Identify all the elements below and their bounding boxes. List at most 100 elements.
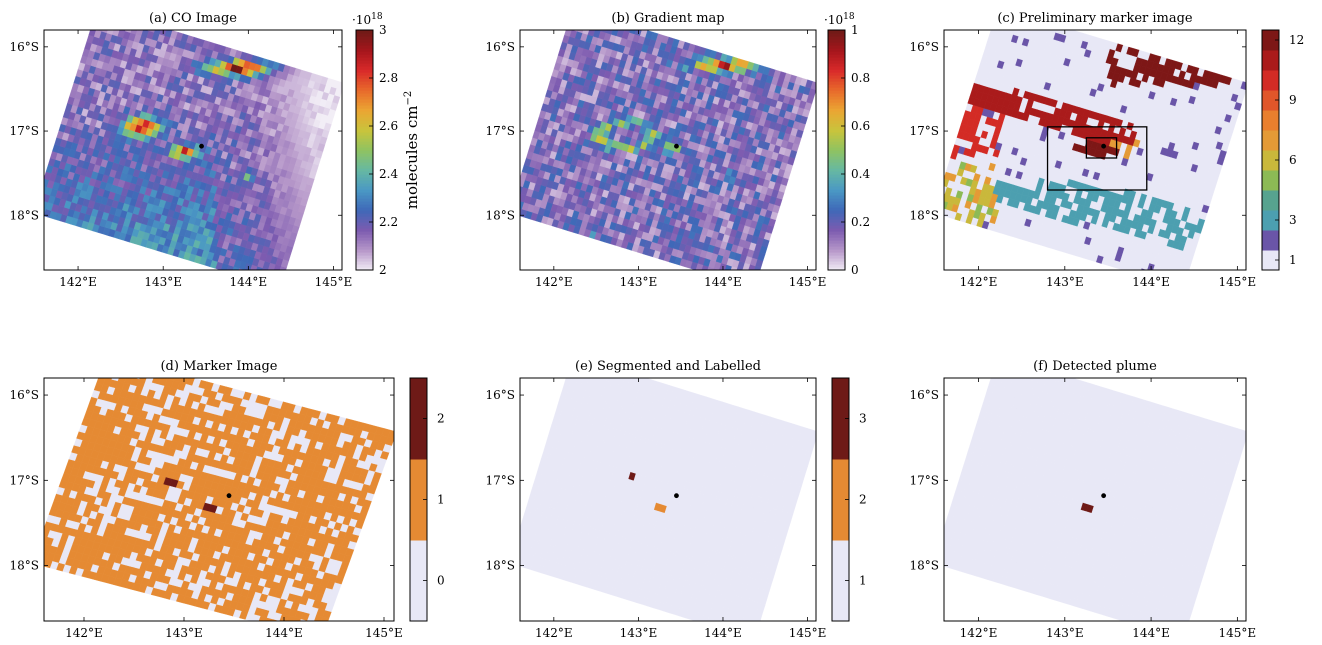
heatmap-cell (577, 30, 584, 34)
y-tick-label: 17°S (10, 124, 40, 138)
colorbar-step (356, 51, 373, 55)
colorbar-step (356, 162, 373, 166)
colorbar-step (828, 228, 845, 232)
colorbar-tick-label: 2.4 (379, 167, 398, 181)
colorbar-step (828, 255, 845, 259)
panel-title: (b) Gradient map (611, 11, 724, 26)
colorbar-step (828, 234, 845, 238)
colorbar-step (828, 243, 845, 247)
x-tick-label: 143°E (620, 275, 658, 289)
colorbar-step (356, 189, 373, 193)
heatmap-cell (121, 367, 130, 376)
colorbar-tick-label: 6 (1289, 153, 1297, 167)
colorbar-step (356, 171, 373, 175)
x-tick-label: 145°E (1219, 275, 1257, 289)
heatmap-cell (1055, 30, 1063, 35)
heatmap-cell (576, 9, 584, 18)
colorbar-step (828, 210, 845, 214)
colorbar-label: molecules cm−2 (403, 91, 421, 210)
axes-frame (519, 29, 817, 271)
heatmap-cell (600, 30, 608, 33)
colorbar-step (828, 90, 845, 94)
colorbar-step (356, 69, 373, 73)
heatmap-cell (106, 30, 115, 35)
colorbar-step (356, 153, 373, 157)
colorbar-step (356, 147, 373, 151)
colorbar-step (828, 84, 845, 88)
heatmap-cell (579, 18, 587, 26)
heatmap-cells (44, 367, 394, 621)
heatmap-cell (571, 8, 578, 17)
colorbar-step (828, 60, 845, 64)
heatmap-cell (173, 378, 182, 383)
colorbar-step (828, 63, 845, 67)
heatmap-cell (267, 269, 271, 270)
colorbar-tick-label: 2.8 (379, 71, 398, 85)
colorbar-step (828, 219, 845, 223)
heatmap-cell (590, 21, 597, 29)
colorbar-step (828, 138, 845, 142)
colorbar-step (356, 30, 373, 34)
colorbar-step (828, 129, 845, 133)
colorbar-step (356, 87, 373, 91)
colorbar-step (356, 231, 373, 235)
colorbar-step (356, 264, 373, 268)
colorbar-step (828, 66, 845, 70)
colorbar-step (356, 234, 373, 238)
y-tick-label: 16°S (910, 40, 940, 54)
colorbar-step (356, 222, 373, 226)
colorbar-step (828, 231, 845, 235)
colorbar-step (828, 111, 845, 115)
colorbar: 00.20.40.60.81·1018 (824, 12, 870, 277)
colorbar-step (356, 186, 373, 190)
heatmap-cell (117, 378, 127, 383)
colorbar-step (828, 39, 845, 43)
x-tick-label: 142°E (59, 275, 97, 289)
colorbar-step (828, 165, 845, 169)
heatmap-cell (746, 271, 754, 280)
heatmap-cell (111, 378, 120, 382)
heatmap-cell (569, 14, 577, 23)
colorbar-step (356, 93, 373, 97)
colorbar-step (828, 189, 845, 193)
heatmap-cell (95, 8, 103, 17)
x-tick-label: 144°E (1132, 275, 1170, 289)
colorbar-step (828, 192, 845, 196)
heatmap-cell (611, 30, 619, 37)
colorbar-step (356, 132, 373, 136)
colorbar-step (828, 264, 845, 268)
colorbar-step (828, 78, 845, 82)
colorbar-step (828, 105, 845, 109)
colorbar-exponent: ·1018 (352, 12, 383, 27)
colorbar-step (356, 36, 373, 40)
search-box-2 (1085, 137, 1118, 159)
heatmap-cell (1002, 30, 1010, 34)
source-point (674, 143, 679, 149)
heatmap-cell (935, 199, 943, 208)
colorbar-step (356, 156, 373, 160)
colorbar-step (356, 249, 373, 253)
heatmap-cell (587, 13, 594, 22)
colorbar-tick-label: 2 (379, 263, 387, 277)
colorbar-step (356, 165, 373, 169)
colorbar-step (828, 57, 845, 61)
colorbar-tick-label: 1 (851, 23, 859, 37)
heatmap-cell (91, 21, 99, 30)
colorbar-tick-label: 1 (1289, 253, 1297, 267)
heatmap-cell (135, 30, 144, 37)
y-tick-label: 16°S (10, 40, 40, 54)
heatmap-cell (133, 19, 141, 28)
heatmap-cell (148, 30, 156, 33)
colorbar-step (356, 159, 373, 163)
colorbar-step (828, 168, 845, 172)
colorbar-level (1262, 70, 1279, 91)
colorbar-step (356, 48, 373, 52)
heatmap-cell (592, 14, 600, 23)
colorbar-step (828, 153, 845, 157)
colorbar-step (356, 60, 373, 64)
colorbar-tick-label: 0.2 (851, 215, 870, 229)
colorbar-step (828, 81, 845, 85)
heatmap-cell (269, 278, 277, 287)
